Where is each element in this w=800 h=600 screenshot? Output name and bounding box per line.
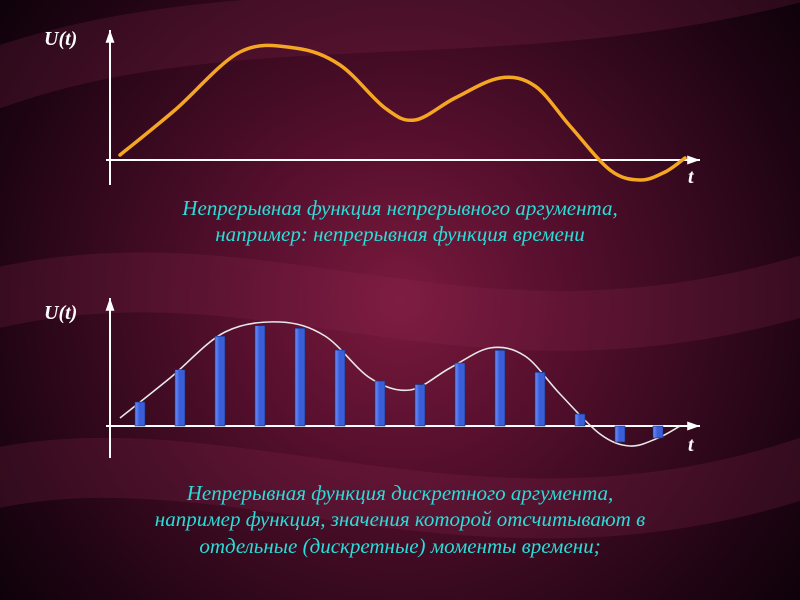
caption-line: например: непрерывная функция времени [215,222,585,246]
x-axis-label-1: t [688,166,694,189]
chart-continuous [110,30,700,185]
y-axis-label-1: U(t) [44,28,77,51]
chart-discrete [110,298,700,458]
caption-continuous: Непрерывная функция непрерывного аргумен… [90,195,710,248]
caption-line: Непрерывная функция непрерывного аргумен… [182,196,617,220]
y-axis-label-2: U(t) [44,302,77,325]
slide: U(t) t Непрерывная функция непрерывного … [0,0,800,600]
caption-line: например функция, значения которой отсчи… [155,507,645,531]
x-axis-label-2: t [688,434,694,457]
caption-line: отдельные (дискретные) моменты времени; [199,534,600,558]
caption-discrete: Непрерывная функция дискретного аргумент… [90,480,710,559]
caption-line: Непрерывная функция дискретного аргумент… [187,481,614,505]
